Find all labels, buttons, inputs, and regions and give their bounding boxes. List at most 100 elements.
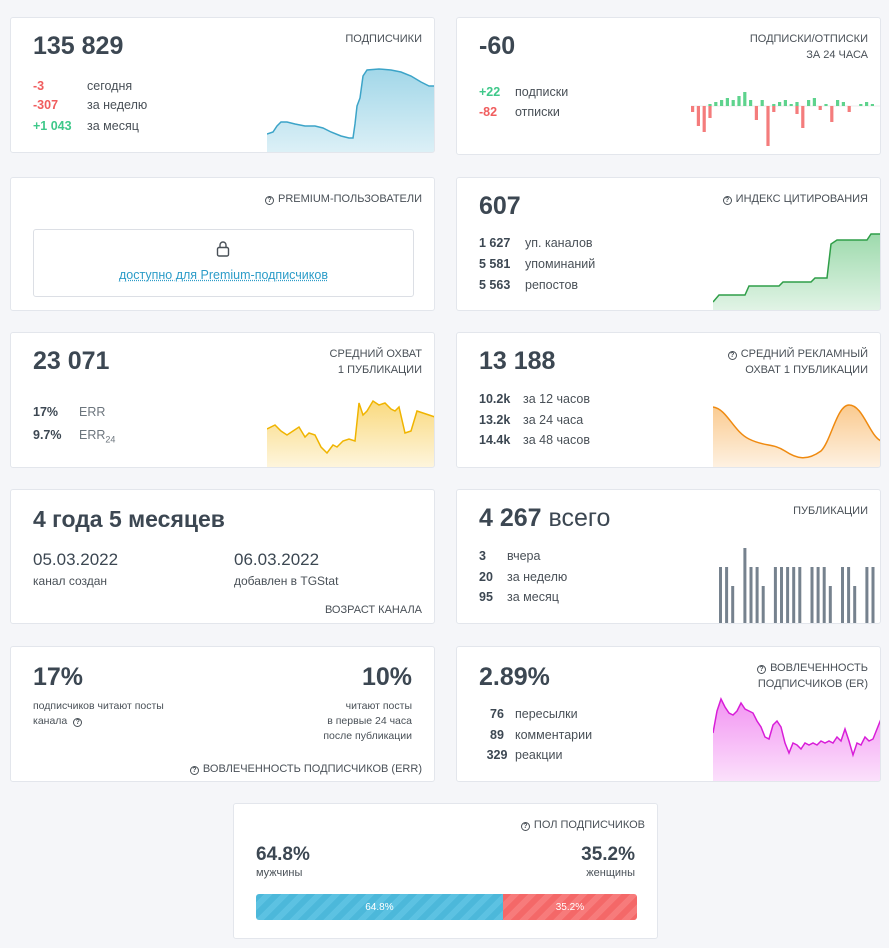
subs-unsubs-bar-chart	[691, 92, 880, 146]
row-value: 5 563	[479, 278, 511, 292]
publications-bar	[773, 567, 777, 623]
subs-bar	[737, 96, 741, 106]
reach-label: СРЕДНИЙ ОХВАТ 1 ПУБЛИКАЦИИ	[330, 346, 422, 378]
subscribers-row-month: +1 043 за месяц	[33, 116, 139, 136]
publications-bar	[828, 586, 832, 623]
help-icon[interactable]: ?	[757, 665, 767, 674]
reach-sparkline	[267, 399, 434, 467]
subscribers-value: 135 829	[33, 32, 124, 60]
subs-bar	[708, 104, 712, 106]
premium-card[interactable]: ? PREMIUM-ПОЛЬЗОВАТЕЛИ доступно для Premi…	[10, 177, 435, 311]
age-card[interactable]: 4 года 5 месяцев 05.03.2022 канал создан…	[10, 489, 435, 624]
citation-label: ? ИНДЕКС ЦИТИРОВАНИЯ	[722, 191, 868, 207]
er-card[interactable]: 2.89% ? ВОВЛЕЧЕННОСТЬ ПОДПИСЧИКОВ (ER) 76…	[456, 646, 881, 782]
err-label: ? ВОВЛЕЧЕННОСТЬ ПОДПИСЧИКОВ (ERR)	[189, 761, 422, 777]
row-value: 1 627	[479, 236, 511, 250]
row-value: 95	[479, 590, 493, 604]
publications-bar	[847, 567, 851, 623]
premium-link[interactable]: доступно для Premium-подписчиков	[118, 268, 328, 282]
subs-bar	[743, 92, 747, 106]
row-text: реакции	[515, 748, 563, 762]
subs-bar	[772, 104, 776, 106]
subs-bar	[870, 104, 874, 106]
publications-bar	[761, 586, 765, 623]
citation-card[interactable]: 607 ? ИНДЕКС ЦИТИРОВАНИЯ 1 627 уп. каналов…	[456, 177, 881, 311]
subs-bar	[778, 102, 782, 106]
subscribers-card[interactable]: 135 829 ПОДПИСЧИКИ -3 сегодня -307 за неде…	[10, 17, 435, 153]
subs-bar	[865, 102, 869, 106]
text-line: подписчиков читают посты	[33, 700, 164, 712]
err-right-value: 10%	[361, 663, 412, 691]
row-text: подписки	[515, 85, 569, 99]
subs-bar	[749, 100, 753, 106]
unsubs-bar	[702, 106, 706, 132]
publications-bar	[853, 586, 857, 623]
unsubs-bar	[754, 106, 758, 120]
er-row-comments: 89 комментарии	[479, 725, 592, 745]
ad-reach-card[interactable]: 13 188 ? СРЕДНИЙ РЕКЛАМНЫЙ ОХВАТ 1 ПУБЛИК…	[456, 332, 881, 468]
citation-row-reposts: 5 563 репостов	[479, 275, 578, 295]
subs-bar	[807, 100, 811, 106]
er-row-reactions: 329 реакции	[479, 745, 563, 765]
publications-bar	[810, 567, 814, 623]
male-value: 64.8%	[256, 844, 310, 865]
label-line: ЗА 24 ЧАСА	[806, 49, 868, 61]
reach-card[interactable]: 23 071 СРЕДНИЙ ОХВАТ 1 ПУБЛИКАЦИИ 17% ERR…	[10, 332, 435, 468]
label-line: 1 ПУБЛИКАЦИИ	[337, 364, 422, 376]
row-value: -307	[33, 98, 59, 112]
row-value: 76	[490, 707, 504, 721]
publications-bar	[822, 567, 826, 623]
publications-bar	[768, 623, 771, 624]
help-icon[interactable]: ?	[722, 196, 732, 205]
subscribers-sparkline	[267, 68, 434, 152]
publications-bar	[725, 567, 729, 623]
unsubs-bar	[708, 106, 712, 118]
unsubs-bar	[766, 106, 770, 146]
publications-bar	[816, 567, 820, 623]
gender-card[interactable]: ? ПОЛ ПОДПИСЧИКОВ 64.8% мужчины 35.2% жен…	[233, 803, 658, 939]
help-icon[interactable]: ?	[727, 351, 737, 360]
ad-reach-row-48h: 14.4k за 48 часов	[479, 430, 590, 450]
gender-progress-bar: 64.8% 35.2%	[256, 894, 637, 920]
publications-bar	[786, 567, 790, 623]
row-text: комментарии	[515, 728, 593, 742]
publications-card[interactable]: 4 267 всего ПУБЛИКАЦИИ 3 вчера 20 за недел…	[456, 489, 881, 624]
publications-bar-chart	[719, 548, 875, 624]
row-value: -82	[479, 105, 498, 119]
label-line: ПОДПИСКИ/ОТПИСКИ	[749, 33, 868, 45]
unsubs-bar	[696, 106, 700, 126]
row-value: 9.7%	[33, 428, 62, 442]
male-text: мужчины	[256, 867, 303, 879]
subs-bar	[824, 104, 828, 106]
row-value: 13.2k	[479, 413, 511, 427]
help-icon[interactable]: ?	[265, 196, 275, 205]
citation-row-channels: 1 627 уп. каналов	[479, 233, 593, 253]
help-icon[interactable]: ?	[189, 766, 199, 775]
gender-label: ? ПОЛ ПОДПИСЧИКОВ	[520, 817, 645, 833]
premium-lock-box[interactable]: доступно для Premium-подписчиков	[33, 229, 414, 297]
row-text: за месяц	[87, 119, 139, 133]
row-text: уп. каналов	[525, 236, 593, 250]
male-bar-segment: 64.8%	[256, 894, 503, 920]
publications-row-month: 95 за месяц	[479, 587, 559, 607]
row-value: +22	[479, 85, 501, 99]
help-icon[interactable]: ?	[520, 822, 530, 831]
unsubs-row: -82 отписки	[479, 102, 560, 122]
ad-reach-value: 13 188	[479, 347, 556, 375]
subs-bar	[714, 102, 718, 106]
publications-bar	[731, 586, 735, 623]
err-card[interactable]: 17% подписчиков читают посты канала ? 10…	[10, 646, 435, 782]
er-label: ? ВОВЛЕЧЕННОСТЬ ПОДПИСЧИКОВ (ER)	[757, 660, 868, 692]
publications-bar	[780, 567, 783, 623]
subs-bar	[783, 100, 787, 106]
subscribers-label: ПОДПИСЧИКИ	[345, 33, 422, 45]
help-icon[interactable]: ?	[73, 718, 83, 727]
row-text: ERR	[79, 428, 106, 442]
subs-unsubs-card[interactable]: -60 ПОДПИСКИ/ОТПИСКИ ЗА 24 ЧАСА +22 подпи…	[456, 17, 881, 155]
subs-bar	[720, 100, 724, 106]
label-text: ВОВЛЕЧЕННОСТЬ ПОДПИСЧИКОВ (ERR)	[202, 763, 422, 775]
publications-bar	[871, 567, 875, 623]
subs-bar	[725, 98, 729, 106]
unsubs-bar	[847, 106, 851, 112]
publications-bar	[804, 623, 807, 624]
